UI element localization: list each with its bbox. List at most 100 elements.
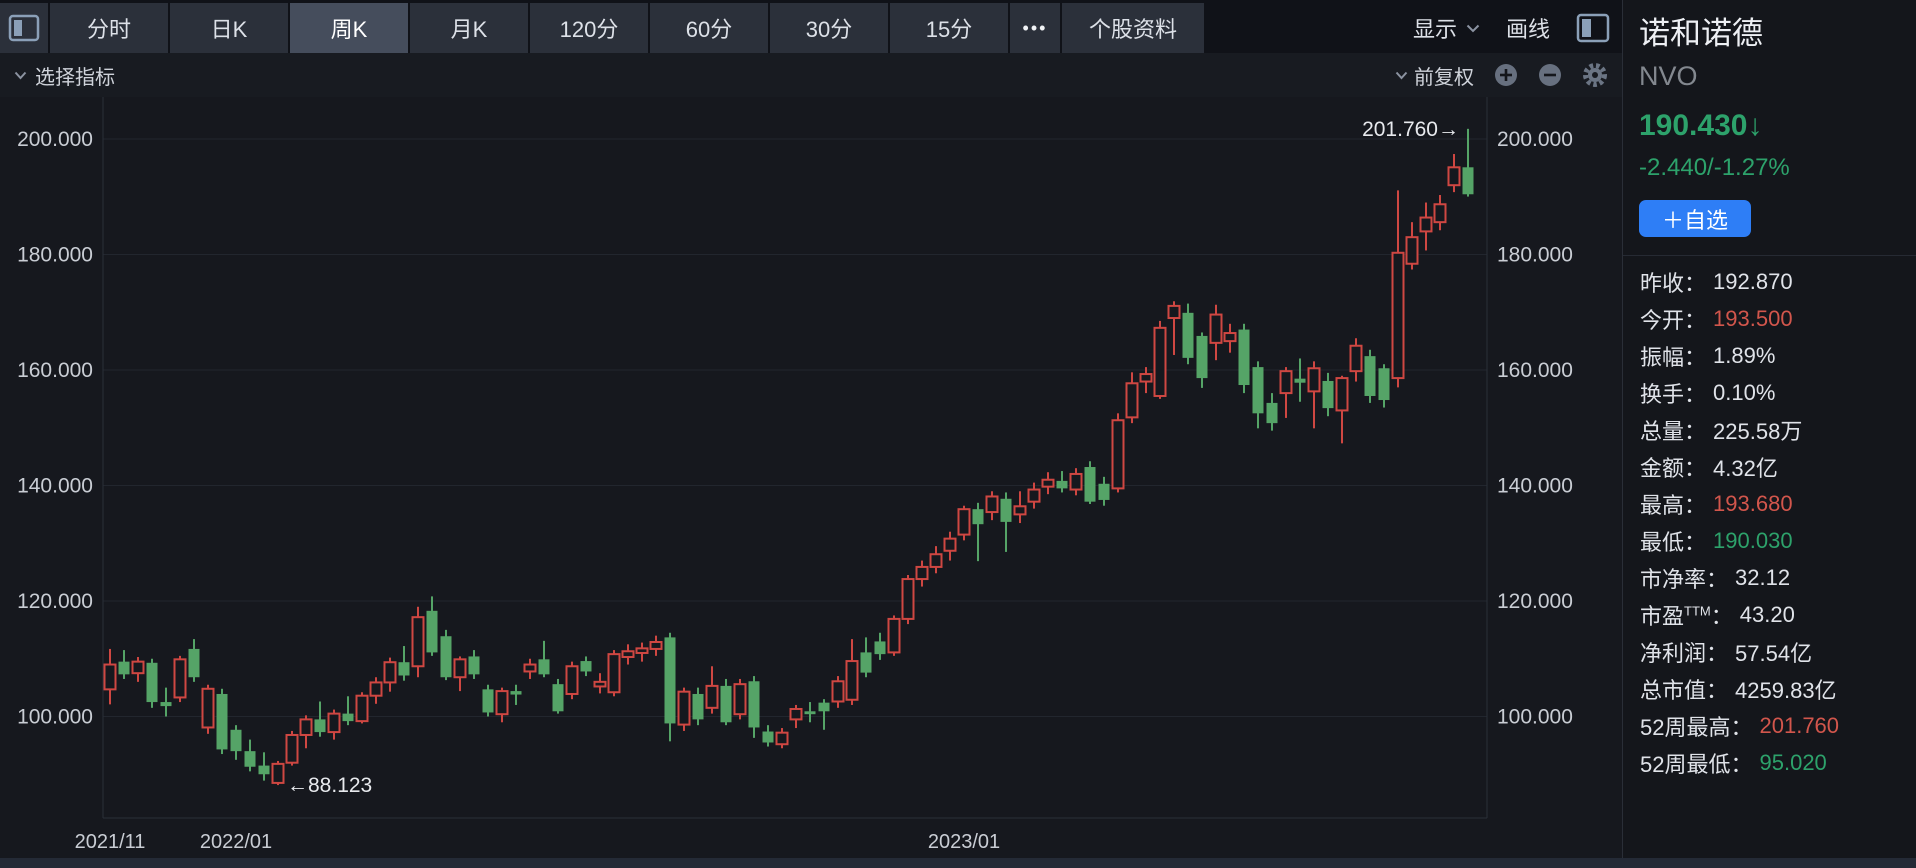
draw-line-button[interactable]: 画线	[1505, 17, 1550, 42]
candle[interactable]	[188, 639, 200, 682]
candle[interactable]	[677, 687, 691, 731]
candle[interactable]	[103, 648, 117, 705]
candle[interactable]	[860, 637, 872, 678]
candle[interactable]	[915, 560, 929, 587]
candle[interactable]	[285, 730, 299, 766]
gear-icon[interactable]	[1582, 62, 1608, 88]
candle[interactable]	[342, 696, 354, 726]
adjust-mode-dropdown[interactable]: 前复权	[1395, 61, 1474, 90]
toolbar-tab[interactable]: 120分	[530, 3, 648, 53]
candle[interactable]	[1069, 468, 1083, 496]
candle[interactable]	[748, 676, 760, 738]
candle[interactable]	[468, 650, 480, 679]
candle[interactable]	[1167, 301, 1181, 355]
candle[interactable]	[1013, 491, 1027, 524]
candle[interactable]	[271, 760, 285, 786]
candle[interactable]	[901, 575, 915, 625]
candle[interactable]	[495, 687, 509, 723]
candle[interactable]	[621, 644, 635, 665]
right-panel-toggle-button[interactable]	[1576, 13, 1610, 43]
select-indicator-dropdown[interactable]: 选择指标	[14, 61, 115, 90]
candle[interactable]	[411, 606, 425, 678]
candle[interactable]	[720, 678, 732, 726]
candle[interactable]	[1447, 154, 1461, 193]
candle[interactable]	[398, 646, 410, 681]
candle[interactable]	[887, 615, 901, 656]
candle[interactable]	[1307, 361, 1321, 429]
candle[interactable]	[1000, 492, 1012, 552]
candle[interactable]	[1364, 349, 1376, 403]
candle[interactable]	[1405, 222, 1419, 270]
candle[interactable]	[664, 632, 676, 742]
candle[interactable]	[1139, 367, 1153, 394]
candlestick-chart[interactable]: 200.000 200.000 180.000 180.000 160.000 160.0…	[0, 97, 1622, 858]
candle[interactable]	[972, 502, 984, 562]
candle[interactable]	[1196, 332, 1208, 388]
candle[interactable]	[244, 739, 256, 772]
toolbar-tab[interactable]: 日K	[170, 3, 288, 53]
toolbar-tab[interactable]: 15分	[890, 3, 1008, 53]
candle[interactable]	[762, 725, 774, 747]
candle[interactable]	[131, 657, 145, 682]
add-watchlist-button[interactable]: ＋自选	[1639, 200, 1751, 237]
candle[interactable]	[1391, 190, 1405, 388]
candle[interactable]	[943, 531, 957, 561]
candle[interactable]	[118, 650, 130, 679]
candle[interactable]	[1041, 472, 1055, 495]
candle[interactable]	[383, 657, 397, 692]
candle[interactable]	[1266, 393, 1278, 431]
candle[interactable]	[1349, 338, 1363, 382]
candle[interactable]	[440, 629, 452, 681]
candle[interactable]	[1433, 195, 1447, 231]
candle[interactable]	[692, 687, 704, 726]
candle[interactable]	[314, 701, 326, 737]
toolbar-tab[interactable]: 60分	[650, 3, 768, 53]
display-menu-button[interactable]: 显示	[1413, 12, 1480, 44]
candle[interactable]	[1462, 128, 1474, 197]
candle[interactable]	[1125, 372, 1139, 424]
stock-profile-tab[interactable]: 个股资料	[1062, 3, 1204, 53]
candle[interactable]	[453, 656, 467, 692]
candle[interactable]	[538, 640, 550, 678]
candle[interactable]	[1419, 202, 1433, 251]
candle[interactable]	[173, 655, 187, 703]
candle[interactable]	[593, 673, 607, 694]
candle[interactable]	[426, 596, 438, 656]
candle[interactable]	[201, 684, 215, 734]
candle[interactable]	[1084, 461, 1096, 504]
toolbar-tab[interactable]: 分时	[50, 3, 168, 53]
candle[interactable]	[789, 704, 803, 729]
candle[interactable]	[874, 632, 886, 660]
candle[interactable]	[369, 677, 383, 704]
candle[interactable]	[258, 752, 270, 781]
candle[interactable]	[299, 715, 313, 749]
candle[interactable]	[1279, 367, 1293, 418]
candle[interactable]	[160, 687, 172, 717]
candle[interactable]	[1294, 358, 1306, 402]
candle[interactable]	[705, 666, 719, 714]
candle[interactable]	[1111, 413, 1125, 493]
candle[interactable]	[733, 678, 747, 720]
candle[interactable]	[216, 688, 228, 755]
candle[interactable]	[635, 642, 649, 662]
candle[interactable]	[1238, 323, 1250, 394]
candle[interactable]	[1335, 375, 1349, 444]
candle[interactable]	[552, 678, 564, 714]
candle[interactable]	[607, 650, 621, 697]
candle[interactable]	[957, 505, 971, 541]
toolbar-tab[interactable]: 周K	[290, 3, 408, 53]
candle[interactable]	[1182, 303, 1194, 365]
candle[interactable]	[1252, 361, 1264, 429]
candle[interactable]	[1056, 471, 1068, 493]
candle[interactable]	[1153, 320, 1167, 399]
candle[interactable]	[355, 692, 369, 724]
candle[interactable]	[1098, 476, 1110, 506]
candle[interactable]	[1223, 323, 1237, 353]
candle[interactable]	[985, 491, 999, 521]
toolbar-tab[interactable]: 30分	[770, 3, 888, 53]
zoom-out-button[interactable]	[1538, 63, 1562, 87]
more-periods-button[interactable]: •••	[1010, 3, 1060, 53]
candle[interactable]	[482, 684, 494, 717]
candle[interactable]	[929, 546, 943, 574]
candle[interactable]	[580, 656, 592, 677]
